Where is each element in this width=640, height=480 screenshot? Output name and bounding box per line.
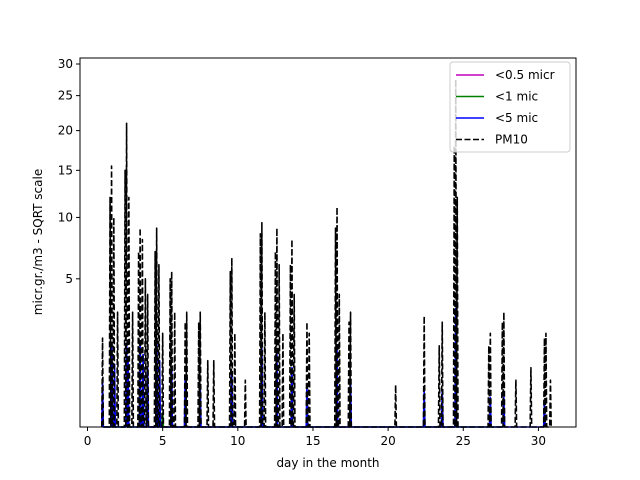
x-tick-label: 5 [159, 434, 167, 448]
legend-label: <0.5 micr [495, 68, 555, 82]
y-tick-label: 25 [58, 89, 73, 103]
legend-label: PM10 [495, 133, 528, 147]
y-tick-label: 10 [58, 210, 73, 224]
x-tick-label: 20 [380, 434, 395, 448]
y-tick-label: 15 [58, 163, 73, 177]
legend-label: <5 mic [495, 111, 538, 125]
legend-box [449, 61, 571, 153]
y-axis-label: micr.gr./m3 - SQRT scale [31, 169, 45, 315]
x-tick-label: 30 [531, 434, 546, 448]
plot-frame [79, 57, 577, 428]
x-tick-label: 0 [84, 434, 92, 448]
x-tick-label: 10 [230, 434, 245, 448]
y-tick-label: 5 [65, 272, 73, 286]
x-axis-label: day in the month [276, 456, 379, 470]
x-tick-label: 25 [456, 434, 471, 448]
y-tick-label: 30 [58, 57, 73, 71]
x-axis: 0 5 10 15 20 25 30 [84, 427, 546, 448]
legend: <0.5 micr <1 mic <5 mic PM10 [449, 61, 571, 153]
x-tick-label: 15 [305, 434, 320, 448]
series-line-pm10 [100, 78, 552, 428]
y-tick-label: 20 [58, 124, 73, 138]
legend-label: <1 mic [495, 90, 538, 104]
y-axis: 5 10 15 20 25 30 [58, 57, 80, 286]
